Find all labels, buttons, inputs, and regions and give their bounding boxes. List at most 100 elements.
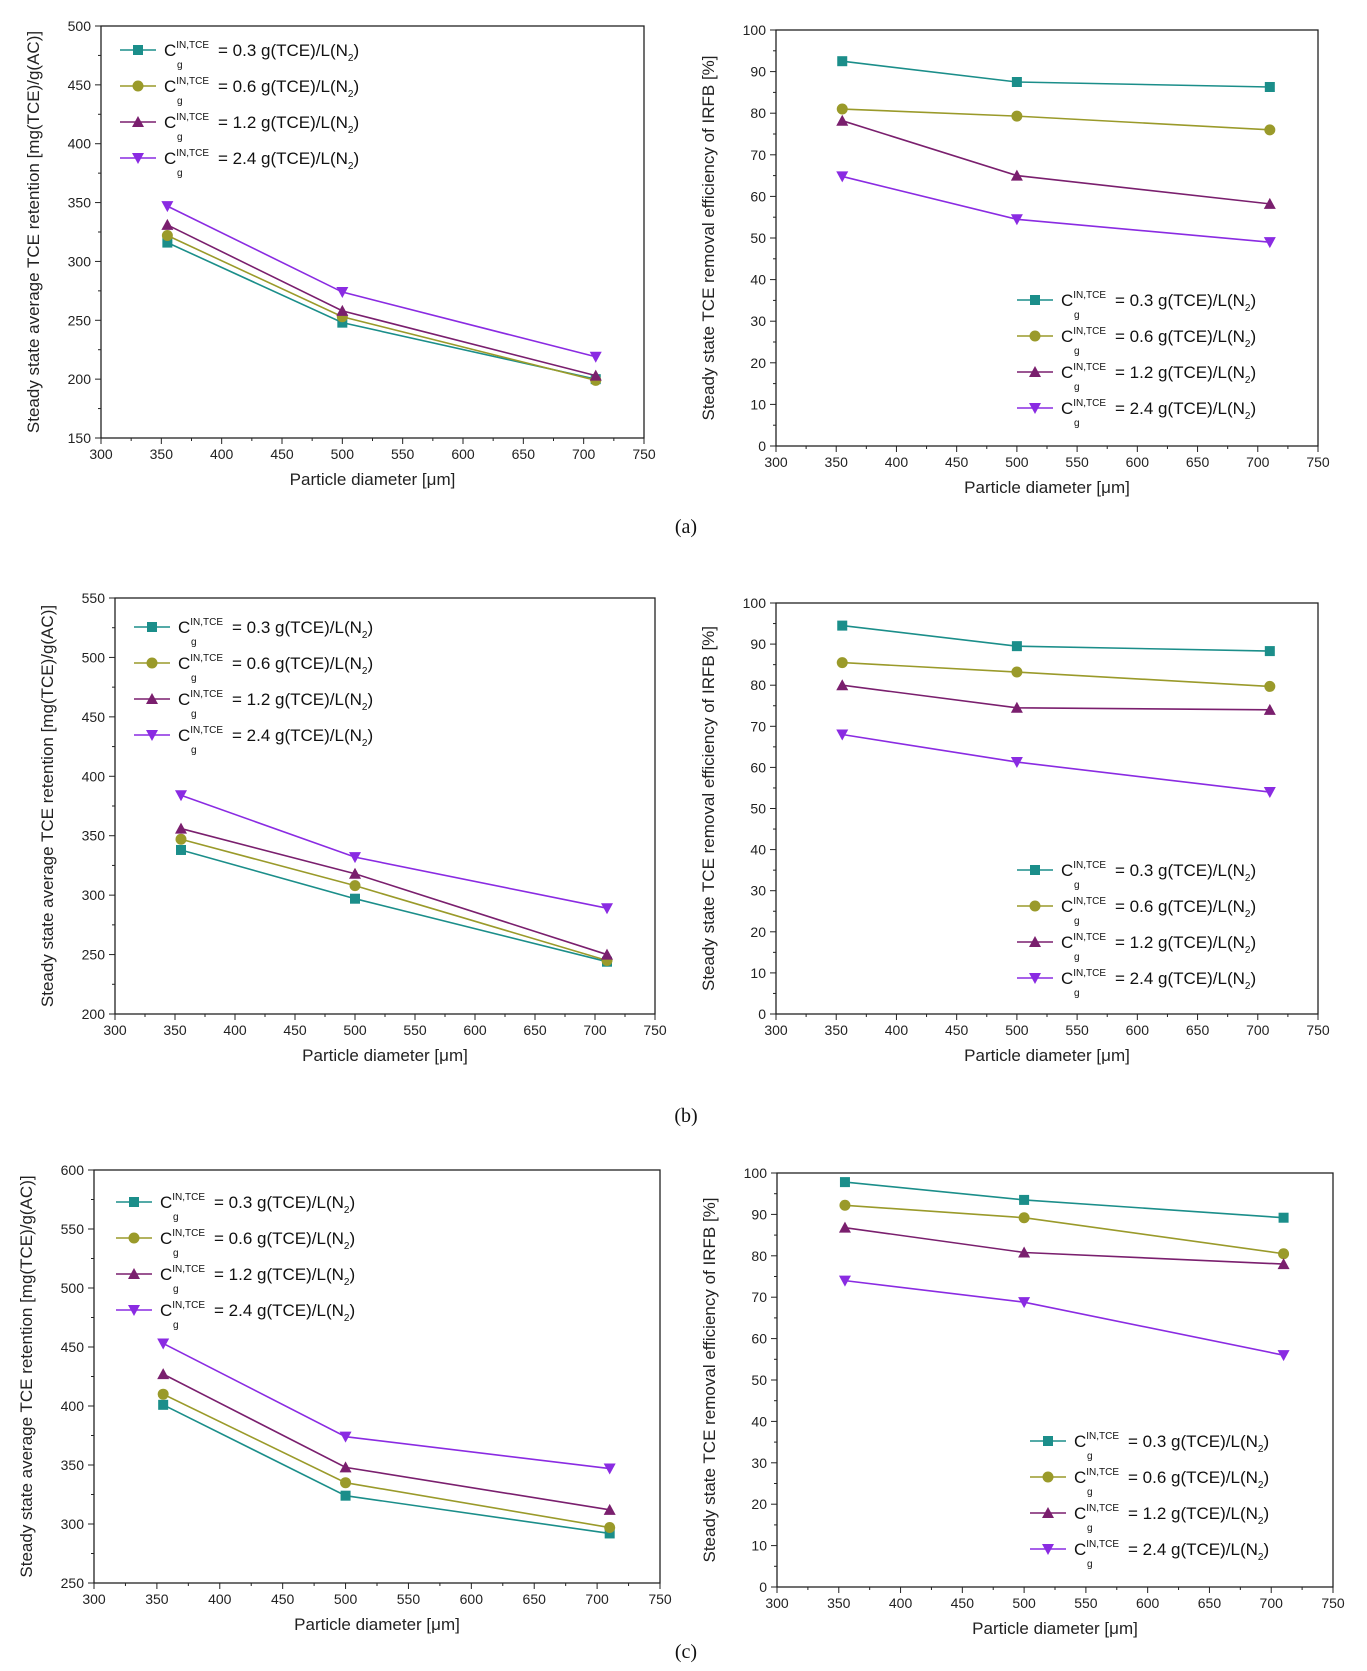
y-tick-label: 70 [750, 147, 766, 163]
series-line-2.4 [844, 1279, 1284, 1356]
legend-marker-0.6 [1029, 330, 1041, 342]
y-tick-label: 0 [759, 1579, 767, 1595]
data-point-2.4 [836, 729, 849, 741]
legend-marker-0.3 [1030, 295, 1040, 305]
series-line-0.3 [842, 60, 1270, 88]
y-axis-label: Steady state average TCE retention [mg(T… [24, 31, 43, 433]
legend-label: CIN,TCE g= 0.3 g(TCE)/L(N2) [178, 617, 373, 648]
data-point-1.2 [603, 1503, 616, 1515]
series-line-1.2 [167, 224, 596, 377]
legend-label: CIN,TCE g= 0.3 g(TCE)/L(N2) [1061, 290, 1256, 321]
x-tick-label: 550 [1065, 1022, 1089, 1038]
legend-label: CIN,TCE g= 0.3 g(TCE)/L(N2) [1061, 860, 1256, 891]
y-tick-label: 60 [750, 759, 766, 775]
y-tick-label: 350 [82, 828, 106, 844]
x-tick-label: 350 [825, 1022, 849, 1038]
data-point-0.6 [836, 657, 848, 669]
legend: CIN,TCE g= 0.3 g(TCE)/L(N2) CIN,TCE g= 0.6 … [1017, 290, 1256, 429]
x-tick-label: 350 [825, 454, 849, 470]
x-tick-label: 600 [1136, 1595, 1160, 1611]
legend-marker-1.2 [1029, 936, 1041, 947]
x-tick-label: 600 [451, 446, 475, 462]
y-tick-label: 90 [750, 636, 766, 652]
legend-label: CIN,TCE g= 0.6 g(TCE)/L(N2) [178, 653, 373, 684]
data-point-0.3 [176, 844, 186, 855]
x-tick-label: 450 [945, 1022, 969, 1038]
x-tick-label: 400 [885, 1022, 909, 1038]
data-point-0.3 [1278, 1212, 1289, 1223]
data-point-2.4 [1018, 1297, 1031, 1309]
x-tick-label: 750 [643, 1022, 667, 1038]
y-tick-label: 250 [68, 312, 92, 328]
y-tick-label: 40 [751, 1413, 767, 1429]
x-tick-label: 400 [889, 1595, 913, 1611]
data-point-2.4 [838, 1275, 851, 1287]
data-point-0.6 [175, 833, 187, 845]
x-tick-label: 450 [270, 446, 294, 462]
chart-a-right: 300 350 400 450 500 550 600 650 700 750 0 10 20 30 40 5… [699, 22, 1330, 497]
y-tick-label: 150 [68, 430, 92, 446]
series-line-2.4 [167, 205, 596, 358]
data-point-2.4 [1010, 757, 1023, 769]
legend-marker-2.4 [146, 730, 158, 741]
x-axis-label: Particle diameter [μm] [290, 470, 456, 489]
x-tick-label: 400 [210, 446, 234, 462]
x-tick-label: 750 [1306, 454, 1330, 470]
y-tick-label: 30 [751, 1455, 767, 1471]
series-line-0.6 [180, 838, 608, 962]
y-tick-label: 10 [750, 965, 766, 981]
x-tick-label: 550 [403, 1022, 427, 1038]
x-tick-label: 450 [945, 454, 969, 470]
data-point-2.4 [339, 1431, 352, 1443]
legend: CIN,TCE g= 0.3 g(TCE)/L(N2) CIN,TCE g= 0.6 … [134, 617, 373, 756]
data-point-0.3 [162, 237, 173, 248]
panel-caption-c: (c) [675, 1641, 697, 1663]
y-tick-label: 500 [61, 1280, 85, 1296]
legend-label: CIN,TCE g= 2.4 g(TCE)/L(N2) [1074, 1539, 1269, 1570]
x-tick-label: 300 [103, 1022, 127, 1038]
chart-c-right: 300 350 400 450 500 550 600 650 700 750 0 10 20 30 40 5… [700, 1165, 1345, 1638]
x-tick-label: 350 [150, 446, 174, 462]
chart-b-right: 300 350 400 450 500 550 600 650 700 750 0 10 20 30 40 5… [699, 595, 1330, 1065]
x-tick-label: 300 [764, 1022, 788, 1038]
data-point-1.2 [1277, 1258, 1290, 1270]
data-point-0.6 [1264, 124, 1276, 136]
series-line-0.6 [842, 661, 1270, 688]
x-axis-label: Particle diameter [μm] [964, 1046, 1130, 1065]
data-point-1.2 [339, 1461, 352, 1473]
y-tick-label: 70 [751, 1289, 767, 1305]
x-tick-label: 600 [460, 1591, 484, 1607]
data-point-1.2 [1010, 169, 1023, 181]
series-line-1.2 [180, 827, 608, 956]
data-point-0.6 [1018, 1212, 1030, 1224]
x-tick-label: 350 [163, 1022, 187, 1038]
y-tick-label: 500 [68, 18, 92, 34]
data-point-1.2 [589, 369, 602, 381]
legend-marker-2.4 [1029, 403, 1041, 414]
y-tick-label: 100 [744, 1165, 768, 1181]
y-tick-label: 70 [750, 718, 766, 734]
series-line-2.4 [180, 794, 608, 910]
y-tick-label: 450 [82, 709, 106, 725]
legend-marker-0.6 [128, 1232, 140, 1244]
data-point-1.2 [838, 1221, 851, 1233]
data-point-0.6 [157, 1388, 169, 1400]
series-line-1.2 [842, 684, 1270, 711]
x-tick-label: 500 [1005, 1022, 1029, 1038]
data-point-0.3 [839, 1177, 850, 1188]
y-tick-label: 50 [751, 1372, 767, 1388]
x-axis-label: Particle diameter [μm] [302, 1046, 468, 1065]
data-point-0.6 [340, 1477, 352, 1489]
data-point-2.4 [349, 852, 361, 864]
series-line-2.4 [842, 733, 1270, 793]
legend-marker-0.6 [146, 657, 158, 669]
y-tick-label: 350 [61, 1457, 85, 1473]
series-line-0.3 [844, 1181, 1284, 1219]
y-tick-label: 350 [68, 195, 92, 211]
y-tick-label: 80 [751, 1248, 767, 1264]
data-point-0.6 [839, 1199, 851, 1211]
y-tick-label: 50 [750, 230, 766, 246]
panel-caption-a: (a) [675, 516, 697, 538]
data-point-0.6 [1264, 680, 1276, 692]
